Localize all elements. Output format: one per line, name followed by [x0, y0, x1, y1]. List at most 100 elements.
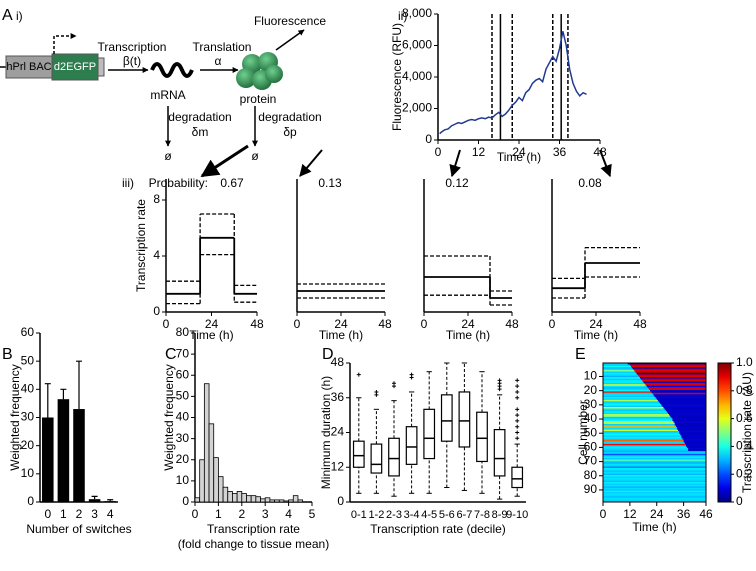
heat-cell — [681, 435, 706, 438]
gene-label: hPrl BAC — [6, 61, 51, 73]
sink-label: ø — [251, 149, 259, 163]
heat-cell — [603, 423, 675, 426]
colorbar — [717, 362, 732, 503]
outlier — [515, 395, 520, 400]
heat-cell — [603, 422, 675, 425]
heat-cell — [651, 391, 706, 394]
histogram-bar — [292, 495, 299, 503]
heat-cell — [603, 494, 706, 497]
error-bar — [44, 383, 51, 418]
branch-arrow — [449, 149, 461, 178]
y-tick-label: 50 — [21, 353, 35, 367]
x-tick-label: 1 — [215, 507, 222, 521]
x-tick-label: 48 — [633, 317, 647, 331]
outlier — [515, 430, 520, 435]
panel-label: iii) — [122, 176, 134, 190]
y-axis-label: Weighted frequency — [8, 364, 22, 471]
outlier — [515, 436, 520, 441]
heat-cell — [603, 435, 682, 438]
error-bar — [76, 360, 82, 410]
rate-label: α — [215, 54, 222, 68]
heat-cell — [635, 371, 706, 374]
heat-cell — [603, 499, 706, 501]
histogram-bar — [260, 498, 266, 503]
x-tick-label: 0 — [44, 507, 51, 521]
y-tick-label: 60 — [176, 367, 190, 381]
heat-cell — [678, 429, 706, 432]
x-tick-label: 48 — [378, 317, 392, 331]
heat-cell — [676, 428, 706, 430]
heat-cell — [676, 426, 706, 429]
x-axis-label: Time (h) — [189, 328, 233, 342]
y-tick-label: 80 — [176, 325, 190, 339]
error-bar — [107, 499, 114, 502]
heat-cell — [603, 387, 648, 389]
bar — [73, 409, 85, 502]
heat-cell — [603, 446, 687, 449]
y-tick-label: 60 — [21, 325, 35, 339]
outlier — [515, 424, 520, 429]
heat-cell — [672, 419, 706, 422]
x-tick-label: 1 — [60, 507, 67, 521]
colorbar-tick-label: 0.6 — [736, 411, 753, 425]
y-tick-label: 20 — [21, 438, 35, 452]
x-tick-label: 4 — [107, 507, 114, 521]
heat-cell — [655, 397, 706, 399]
heat-cell — [674, 423, 706, 426]
y-tick-label: 0 — [337, 494, 344, 508]
histogram-bar — [241, 493, 247, 503]
model-diagram: hPrl BAC d2EGFP Transcription β(t) mRNA … — [0, 14, 326, 163]
protein-icon — [236, 52, 283, 90]
gene-end — [97, 57, 105, 77]
heat-cell — [603, 389, 651, 392]
y-tick-label: 40 — [21, 382, 35, 396]
heat-cell — [603, 436, 682, 439]
outlier — [515, 378, 520, 383]
y-tick-label: 60 — [584, 440, 598, 454]
y-tick-label: 0 — [153, 304, 160, 318]
heat-cell — [657, 399, 706, 402]
heat-cell — [682, 438, 706, 440]
x-axis-label: Transcription rate — [207, 522, 300, 536]
x-tick-label: 9-10 — [506, 509, 528, 521]
heat-cell — [603, 467, 706, 470]
heat-cell — [603, 398, 657, 401]
x-tick-label: 36 — [677, 507, 691, 521]
heatmap-frame — [602, 362, 707, 503]
heat-cell — [680, 433, 706, 436]
y-tick-label: 80 — [584, 468, 598, 482]
histogram-bar — [250, 495, 257, 503]
heat-cell — [603, 456, 706, 459]
box — [370, 443, 383, 474]
heat-cell — [654, 395, 706, 398]
heat-cell — [603, 394, 654, 396]
x-tick-label: 6-7 — [456, 509, 472, 521]
heat-cell — [647, 387, 706, 389]
heat-cell — [603, 368, 634, 371]
heat-cell — [603, 441, 684, 443]
x-tick-label: 0 — [600, 507, 607, 521]
heat-cell — [603, 405, 663, 408]
heat-cell — [603, 463, 706, 466]
histogram-bar — [227, 491, 233, 503]
histogram-bar — [222, 486, 229, 503]
heat-cell — [603, 452, 706, 455]
heat-cell — [672, 418, 706, 421]
x-tick-label: 8-9 — [492, 509, 508, 521]
x-tick-label: 12 — [623, 507, 637, 521]
colorbar-label: Transcription rate (AU) — [740, 372, 754, 493]
heat-cell — [603, 415, 671, 418]
x-axis-label: (fold change to tissue mean) — [178, 537, 329, 551]
histogram-bar — [213, 457, 219, 503]
bar — [42, 417, 54, 502]
heat-cell — [603, 438, 683, 440]
heat-cell — [603, 392, 653, 395]
heat-cell — [642, 380, 706, 382]
heat-cell — [603, 378, 642, 381]
box — [423, 408, 436, 460]
heat-cell — [675, 425, 706, 428]
heat-cell — [636, 372, 706, 375]
panel-label: D — [322, 346, 334, 363]
